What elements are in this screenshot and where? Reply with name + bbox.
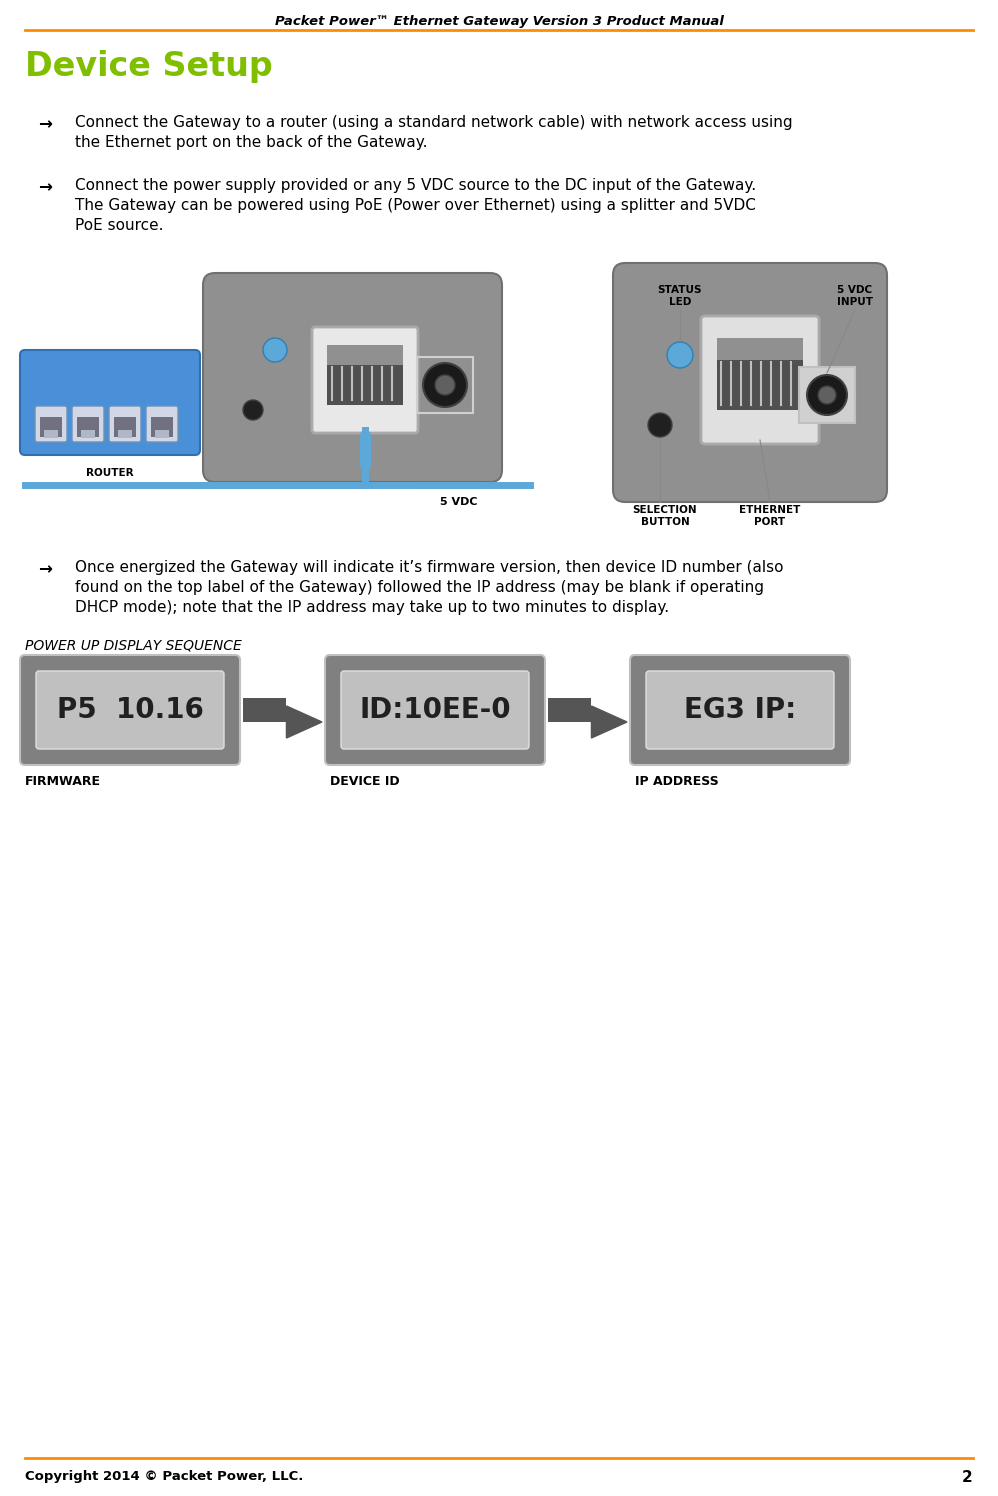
Text: found on the top label of the Gateway) followed the IP address (may be blank if : found on the top label of the Gateway) f… (75, 580, 764, 595)
Text: Device Setup: Device Setup (25, 49, 272, 82)
FancyBboxPatch shape (799, 367, 855, 423)
Bar (548, 699, 592, 723)
FancyBboxPatch shape (72, 405, 104, 441)
Text: FIRMWARE: FIRMWARE (25, 775, 101, 788)
FancyBboxPatch shape (717, 338, 803, 410)
FancyBboxPatch shape (630, 655, 850, 764)
FancyBboxPatch shape (20, 655, 240, 764)
Text: →: → (38, 115, 52, 133)
FancyBboxPatch shape (77, 417, 99, 437)
Circle shape (648, 413, 672, 437)
Text: INPUT: INPUT (837, 298, 873, 307)
FancyBboxPatch shape (44, 429, 58, 438)
Text: ETHERNET: ETHERNET (740, 506, 800, 515)
FancyBboxPatch shape (146, 405, 178, 441)
FancyBboxPatch shape (114, 417, 136, 437)
Circle shape (807, 375, 847, 414)
Text: IP ADDRESS: IP ADDRESS (635, 775, 719, 788)
Text: 5 VDC: 5 VDC (837, 286, 872, 295)
FancyBboxPatch shape (35, 405, 67, 441)
Text: Once energized the Gateway will indicate it’s firmware version, then device ID n: Once energized the Gateway will indicate… (75, 560, 783, 574)
Text: EG3 IP:: EG3 IP: (684, 696, 796, 724)
Circle shape (243, 399, 263, 420)
FancyBboxPatch shape (20, 350, 200, 455)
Text: the Ethernet port on the back of the Gateway.: the Ethernet port on the back of the Gat… (75, 135, 427, 150)
Circle shape (667, 343, 693, 368)
Polygon shape (286, 706, 322, 738)
Text: PORT: PORT (754, 518, 785, 527)
FancyBboxPatch shape (341, 672, 529, 749)
FancyBboxPatch shape (81, 429, 95, 438)
Text: Connect the Gateway to a router (using a standard network cable) with network ac: Connect the Gateway to a router (using a… (75, 115, 792, 130)
Text: PoE source.: PoE source. (75, 218, 164, 233)
FancyBboxPatch shape (717, 338, 803, 361)
Text: SELECTION: SELECTION (633, 506, 698, 515)
Text: P5  10.16: P5 10.16 (57, 696, 204, 724)
FancyBboxPatch shape (118, 429, 132, 438)
Text: Copyright 2014 © Packet Power, LLC.: Copyright 2014 © Packet Power, LLC. (25, 1471, 303, 1483)
Text: POWER UP DISPLAY SEQUENCE: POWER UP DISPLAY SEQUENCE (25, 637, 242, 652)
Text: BUTTON: BUTTON (641, 518, 690, 527)
Text: STATUS: STATUS (658, 286, 703, 295)
Circle shape (435, 375, 455, 395)
Text: Connect the power supply provided or any 5 VDC source to the DC input of the Gat: Connect the power supply provided or any… (75, 178, 756, 193)
FancyBboxPatch shape (701, 316, 819, 444)
Text: ROUTER: ROUTER (86, 468, 134, 479)
Text: →: → (38, 560, 52, 577)
FancyBboxPatch shape (312, 328, 418, 432)
FancyBboxPatch shape (109, 405, 141, 441)
Text: 5 VDC: 5 VDC (440, 497, 477, 507)
FancyBboxPatch shape (327, 346, 403, 405)
Text: The Gateway can be powered using PoE (Power over Ethernet) using a splitter and : The Gateway can be powered using PoE (Po… (75, 197, 755, 212)
FancyBboxPatch shape (325, 655, 545, 764)
Text: 2: 2 (962, 1471, 973, 1486)
FancyBboxPatch shape (613, 263, 887, 503)
Circle shape (263, 338, 287, 362)
FancyBboxPatch shape (327, 346, 403, 365)
Text: DEVICE ID: DEVICE ID (330, 775, 399, 788)
Text: LED: LED (669, 298, 692, 307)
Polygon shape (592, 706, 627, 738)
FancyBboxPatch shape (151, 417, 173, 437)
FancyBboxPatch shape (155, 429, 169, 438)
Bar (243, 699, 286, 723)
FancyBboxPatch shape (36, 672, 224, 749)
Text: DHCP mode); note that the IP address may take up to two minutes to display.: DHCP mode); note that the IP address may… (75, 600, 669, 615)
Text: Packet Power™ Ethernet Gateway Version 3 Product Manual: Packet Power™ Ethernet Gateway Version 3… (274, 15, 724, 28)
Text: →: → (38, 178, 52, 196)
FancyBboxPatch shape (40, 417, 62, 437)
Text: ID:10EE-0: ID:10EE-0 (359, 696, 511, 724)
FancyBboxPatch shape (203, 272, 502, 482)
Circle shape (423, 364, 467, 407)
FancyBboxPatch shape (646, 672, 834, 749)
Circle shape (818, 386, 836, 404)
